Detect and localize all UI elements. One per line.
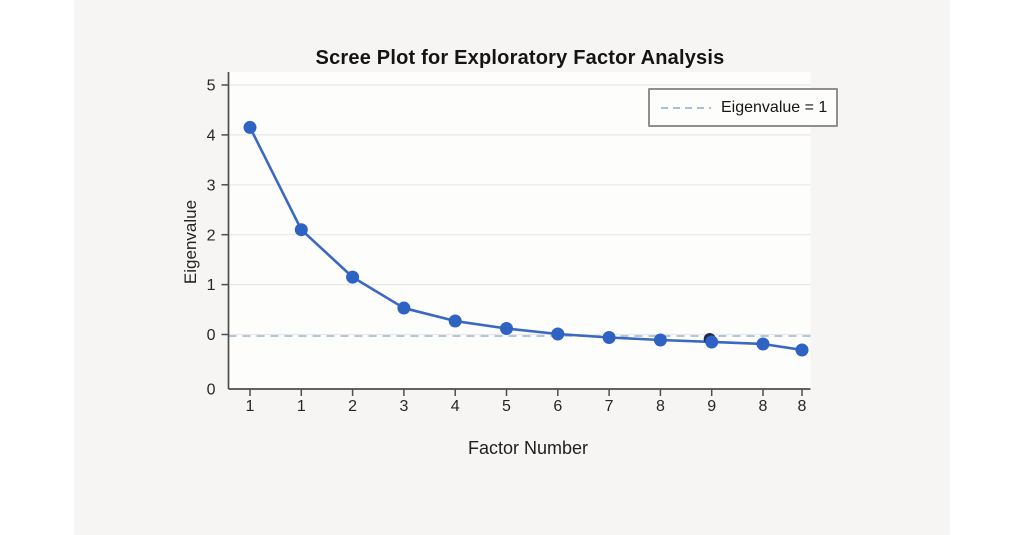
data-point bbox=[294, 223, 308, 237]
x-tick-label: 6 bbox=[553, 398, 562, 415]
legend-label: Eigenvalue = 1 bbox=[721, 98, 828, 116]
x-tick-label: 9 bbox=[707, 398, 716, 415]
y-axis-corner-label: 0 bbox=[207, 382, 216, 399]
x-tick-label: 1 bbox=[297, 398, 306, 415]
data-point bbox=[551, 327, 565, 341]
legend: Eigenvalue = 1 bbox=[648, 88, 838, 127]
data-point bbox=[243, 120, 257, 134]
x-tick-label: 7 bbox=[605, 398, 614, 415]
y-tick-label: 3 bbox=[207, 177, 216, 194]
data-point bbox=[397, 301, 411, 315]
data-point bbox=[448, 314, 462, 328]
y-tick-label: 1 bbox=[207, 277, 216, 294]
x-tick-label: 3 bbox=[399, 398, 408, 415]
dashed-line-icon bbox=[661, 106, 711, 109]
data-point bbox=[346, 270, 360, 284]
series-line bbox=[248, 126, 804, 352]
y-axis-label: Eigenvalue bbox=[181, 199, 200, 285]
data-point bbox=[500, 322, 513, 336]
y-tick-label: 5 bbox=[207, 78, 216, 95]
data-point bbox=[795, 343, 809, 357]
x-tick-label: 5 bbox=[502, 398, 511, 415]
data-point bbox=[653, 333, 667, 347]
x-tick-label: 4 bbox=[451, 398, 460, 415]
chart-title: Scree Plot for Exploratory Factor Analys… bbox=[315, 47, 725, 69]
y-tick-label: 4 bbox=[207, 128, 216, 145]
y-tick-label: 2 bbox=[207, 227, 216, 244]
y-tick-label: 0 bbox=[207, 327, 216, 344]
data-point bbox=[705, 335, 719, 349]
x-tick-label: 2 bbox=[348, 398, 357, 415]
x-tick-label: 8 bbox=[759, 398, 768, 415]
x-tick-label: 1 bbox=[246, 398, 255, 415]
x-tick-label: 8 bbox=[798, 398, 807, 415]
x-axis-label: Factor Number bbox=[467, 438, 589, 458]
data-point bbox=[602, 330, 616, 344]
x-tick-label: 8 bbox=[656, 398, 665, 415]
data-point bbox=[756, 337, 770, 351]
